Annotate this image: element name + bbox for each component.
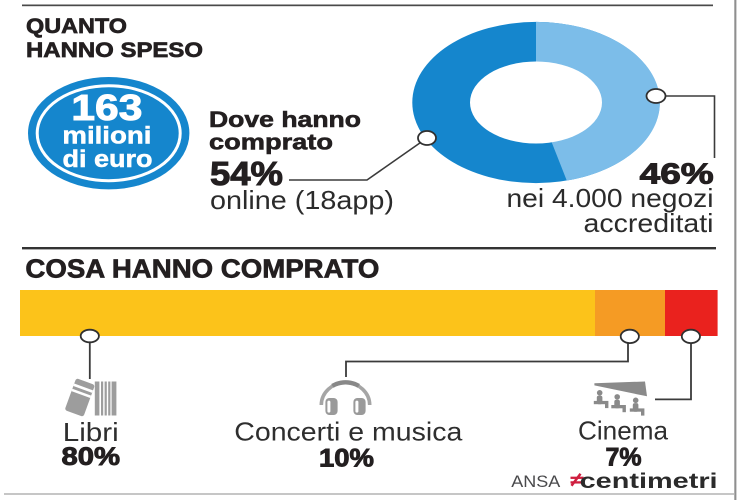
svg-text:80%: 80% xyxy=(62,443,121,471)
svg-text:Concerti e musica: Concerti e musica xyxy=(234,417,463,447)
svg-text:online (18app): online (18app) xyxy=(210,185,394,215)
svg-text:COSA HANNO COMPRATO: COSA HANNO COMPRATO xyxy=(25,254,379,284)
svg-text:Libri: Libri xyxy=(63,417,119,447)
svg-text:7%: 7% xyxy=(606,444,642,472)
svg-text:HANNO SPESO: HANNO SPESO xyxy=(26,38,203,62)
svg-text:di euro: di euro xyxy=(63,146,153,173)
svg-text:Dove hanno: Dove hanno xyxy=(209,107,361,132)
svg-text:nei 4.000 negozi: nei 4.000 negozi xyxy=(507,183,714,213)
svg-text:54%: 54% xyxy=(210,155,283,192)
svg-text:ANSA: ANSA xyxy=(511,472,561,491)
svg-text:163: 163 xyxy=(71,87,142,128)
svg-text:10%: 10% xyxy=(319,445,374,473)
svg-text:Cinema: Cinema xyxy=(578,416,669,446)
svg-text:accreditati: accreditati xyxy=(584,208,714,238)
svg-text:46%: 46% xyxy=(640,158,714,190)
svg-text:milioni: milioni xyxy=(62,123,151,150)
svg-text:QUANTO: QUANTO xyxy=(26,14,127,38)
svg-text:comprato: comprato xyxy=(209,130,333,155)
svg-text:centimetri: centimetri xyxy=(580,470,718,493)
